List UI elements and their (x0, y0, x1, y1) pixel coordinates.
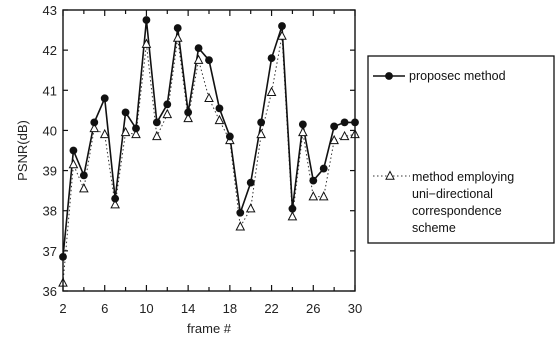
circle-marker (90, 118, 99, 127)
plot-frame (62, 9, 356, 292)
y-tick-label: 41 (43, 83, 57, 98)
triangle-marker (308, 191, 319, 201)
triangle-marker (245, 203, 256, 213)
triangle-marker (204, 92, 214, 103)
y-tick-label: 43 (43, 3, 57, 18)
triangle-marker (141, 38, 152, 48)
legend-marker-circle (385, 72, 393, 80)
circle-marker (257, 118, 266, 127)
x-tick-label: 2 (59, 301, 66, 316)
series-line-proposed (62, 19, 355, 257)
triangle-marker (214, 114, 225, 125)
series-line-unidirectional (62, 36, 356, 284)
triangle-marker (99, 128, 110, 139)
triangle-marker (318, 191, 329, 201)
circle-marker (184, 108, 193, 117)
circle-marker (288, 204, 297, 213)
legend-label-unidirectional: uni−directional (412, 187, 493, 201)
triangle-marker (277, 30, 287, 40)
legend-marker-triangle (385, 170, 395, 180)
triangle-marker (110, 199, 120, 209)
circle-marker (298, 120, 307, 129)
legend: proposec method method employing uni−direc… (367, 55, 555, 244)
x-tick-label: 26 (306, 301, 320, 316)
x-axis-label: frame # (187, 321, 232, 336)
x-tick-label: 30 (348, 301, 362, 316)
triangle-marker (235, 221, 246, 231)
x-tick-label: 14 (181, 301, 195, 316)
circle-marker (205, 56, 213, 65)
triangle-marker (339, 130, 350, 141)
legend-label-proposed: proposec method (409, 69, 506, 83)
circle-marker (236, 208, 245, 217)
circle-marker (121, 108, 130, 117)
circle-marker (319, 164, 328, 173)
triangle-marker (162, 108, 173, 119)
x-tick-label: 22 (264, 301, 278, 316)
y-tick-label: 40 (43, 123, 57, 138)
triangle-marker (152, 130, 162, 141)
circle-marker (309, 176, 318, 185)
legend-label-unidirectional: scheme (412, 221, 456, 235)
triangle-marker (298, 126, 308, 137)
triangle-marker (183, 112, 193, 123)
triangle-marker (193, 54, 204, 64)
triangle-marker (131, 128, 141, 139)
circle-marker (225, 132, 234, 141)
triangle-marker (287, 211, 298, 221)
x-tick-label: 6 (101, 301, 108, 316)
triangle-marker (266, 86, 277, 96)
triangle-marker (89, 122, 100, 133)
triangle-marker (329, 134, 339, 145)
circle-marker (142, 16, 151, 24)
circle-marker (100, 94, 109, 103)
circle-marker (111, 194, 120, 203)
triangle-marker (256, 128, 266, 139)
legend-label-unidirectional: correspondence (412, 204, 502, 218)
triangle-marker (120, 126, 131, 137)
circle-marker (278, 22, 286, 30)
legend-box (367, 55, 555, 244)
legend-label-unidirectional: method employing (412, 170, 514, 184)
circle-marker (267, 54, 276, 63)
x-tick-label: 18 (223, 301, 237, 316)
circle-marker (163, 100, 172, 109)
triangle-marker (79, 183, 89, 193)
triangle-marker (68, 158, 79, 169)
triangle-marker (172, 32, 183, 42)
y-tick-label: 38 (43, 204, 57, 219)
circle-marker (173, 24, 182, 32)
circle-marker (330, 122, 339, 131)
y-tick-label: 37 (43, 244, 57, 259)
y-axis-label: PSNR(dB) (15, 120, 30, 181)
circle-marker (79, 171, 88, 180)
circle-marker (246, 178, 255, 187)
circle-marker (69, 146, 78, 155)
circle-marker (194, 44, 203, 53)
plot-area (58, 16, 360, 287)
y-tick-label: 36 (43, 284, 57, 299)
circle-marker (340, 118, 349, 127)
y-tick-label: 39 (43, 164, 57, 179)
y-tick-label: 42 (43, 43, 57, 58)
circle-marker (215, 104, 224, 113)
x-tick-label: 10 (139, 301, 153, 316)
circle-marker (132, 124, 140, 133)
circle-marker (152, 118, 161, 127)
